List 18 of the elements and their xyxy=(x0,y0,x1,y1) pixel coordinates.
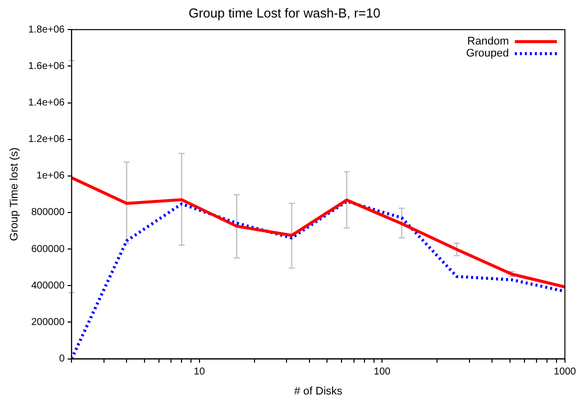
x-tick-label: 10 xyxy=(194,366,206,378)
legend-label: Random xyxy=(467,36,509,48)
y-tick-label: 1.8e+06 xyxy=(28,24,66,36)
y-tick-label: 1.6e+06 xyxy=(28,60,66,72)
x-tick-label: 1000 xyxy=(554,366,576,378)
y-tick-label: 200000 xyxy=(31,316,66,328)
x-axis-title: # of Disks xyxy=(294,385,343,398)
y-tick-label: 400000 xyxy=(31,280,66,292)
x-tick-label: 100 xyxy=(374,366,391,378)
y-tick-label: 600000 xyxy=(31,244,66,255)
y-tick-label: 1.4e+06 xyxy=(28,98,66,109)
chart-title: Group time Lost for wash-B, r=10 xyxy=(188,5,380,20)
y-axis-title: Group Time lost (s) xyxy=(8,147,21,241)
y-tick-label: 0 xyxy=(59,354,66,365)
y-tick-label: 800000 xyxy=(31,207,66,218)
y-tick-label: 1e+06 xyxy=(36,170,66,182)
y-tick-label: 1.2e+06 xyxy=(28,134,66,146)
legend-label: Grouped xyxy=(466,48,509,60)
